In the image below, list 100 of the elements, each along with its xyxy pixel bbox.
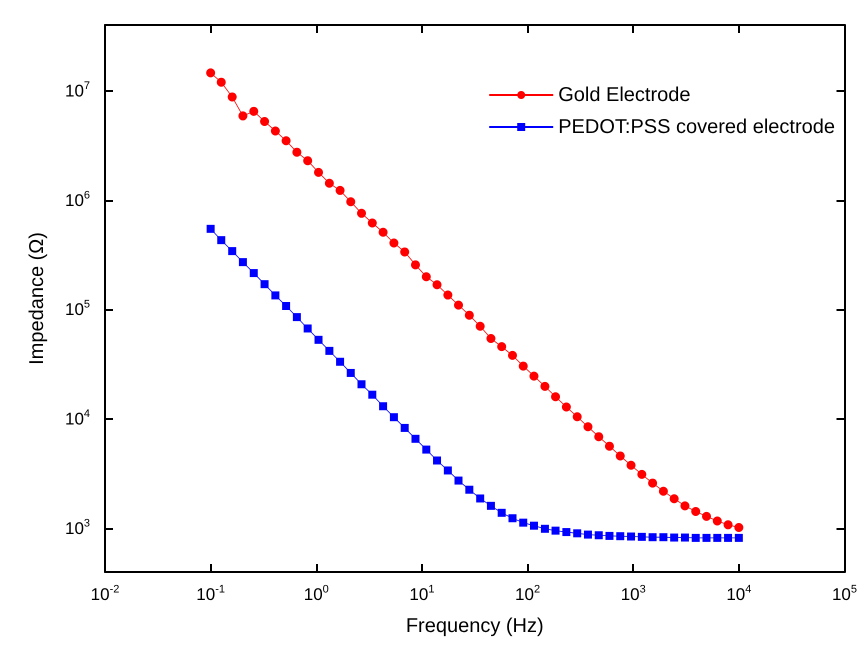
point [659, 533, 668, 542]
point [216, 78, 226, 87]
point [292, 148, 302, 157]
point [303, 156, 312, 166]
x-axis-title: Frequency (Hz) [406, 615, 544, 637]
point [691, 506, 700, 516]
point [238, 258, 247, 266]
point [336, 358, 344, 366]
point [250, 269, 258, 278]
point [648, 533, 657, 542]
point [476, 494, 484, 502]
point [444, 466, 452, 474]
point [562, 528, 570, 536]
point [346, 368, 355, 377]
point [368, 390, 376, 399]
point [206, 224, 215, 233]
point [443, 290, 452, 300]
point [583, 422, 592, 432]
point [206, 68, 216, 78]
y-axis-title: Impedance (Ω) [26, 232, 48, 365]
point [540, 524, 549, 533]
point [282, 302, 290, 310]
point [626, 460, 636, 470]
point [670, 494, 679, 504]
point [540, 382, 550, 391]
point [627, 532, 636, 541]
point [464, 310, 474, 320]
point [724, 520, 733, 530]
point [680, 501, 690, 510]
point [584, 530, 592, 539]
point [670, 534, 678, 542]
point [400, 424, 409, 432]
point [604, 442, 614, 451]
point [454, 476, 463, 485]
point [379, 402, 388, 410]
point [454, 300, 464, 310]
point [411, 434, 420, 443]
point [594, 432, 604, 442]
point [551, 392, 560, 402]
point [325, 346, 334, 355]
point [508, 514, 516, 522]
point [702, 512, 712, 521]
point [422, 272, 431, 282]
point [605, 532, 614, 540]
point [400, 247, 410, 256]
point [228, 92, 237, 102]
point [518, 362, 528, 371]
point [378, 228, 388, 237]
point [432, 280, 442, 290]
point [304, 324, 312, 332]
point [346, 197, 356, 206]
point [270, 126, 280, 136]
point [282, 136, 291, 146]
point [680, 534, 689, 542]
point [529, 372, 538, 381]
point [486, 502, 495, 510]
point [422, 446, 430, 454]
point [734, 534, 743, 542]
point [324, 178, 334, 188]
point [260, 280, 269, 288]
point [573, 529, 582, 538]
point [271, 291, 280, 300]
point [433, 456, 442, 465]
point [572, 412, 582, 422]
point [465, 486, 474, 494]
point [508, 350, 517, 360]
point [292, 313, 301, 322]
point [594, 531, 603, 540]
point [389, 238, 398, 248]
point [616, 532, 624, 540]
point [217, 236, 226, 244]
legend-label: Gold Electrode [558, 84, 690, 106]
point [497, 342, 506, 352]
point [228, 247, 236, 256]
point [260, 116, 270, 126]
point [713, 534, 722, 542]
point [702, 534, 711, 542]
point [238, 111, 248, 120]
point [486, 334, 496, 343]
point [249, 106, 258, 116]
point [552, 526, 560, 535]
point [476, 322, 485, 331]
point [724, 534, 732, 542]
point [616, 451, 625, 460]
point [358, 380, 366, 388]
point [530, 522, 538, 530]
legend-label: PEDOT:PSS covered electrode [558, 116, 835, 138]
point [734, 523, 744, 532]
point [368, 218, 377, 228]
point [562, 402, 571, 412]
point [637, 470, 646, 479]
point [410, 260, 420, 270]
point [519, 518, 528, 527]
point [712, 516, 722, 526]
point [314, 168, 324, 177]
point [638, 532, 646, 541]
point [357, 208, 366, 218]
point [692, 534, 700, 542]
point [390, 413, 398, 422]
point [498, 508, 506, 517]
